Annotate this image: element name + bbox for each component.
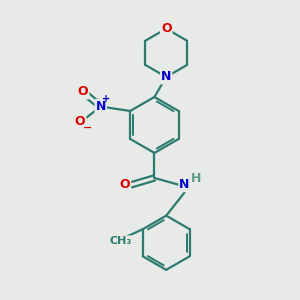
Text: O: O [78, 85, 88, 98]
Text: N: N [179, 178, 190, 191]
Text: H: H [191, 172, 201, 185]
Text: −: − [83, 123, 92, 133]
Text: O: O [75, 115, 86, 128]
Text: CH₃: CH₃ [110, 236, 132, 246]
Text: N: N [161, 70, 171, 83]
Text: O: O [161, 22, 172, 35]
Text: N: N [96, 100, 106, 113]
Text: O: O [120, 178, 130, 191]
Text: +: + [102, 94, 110, 104]
